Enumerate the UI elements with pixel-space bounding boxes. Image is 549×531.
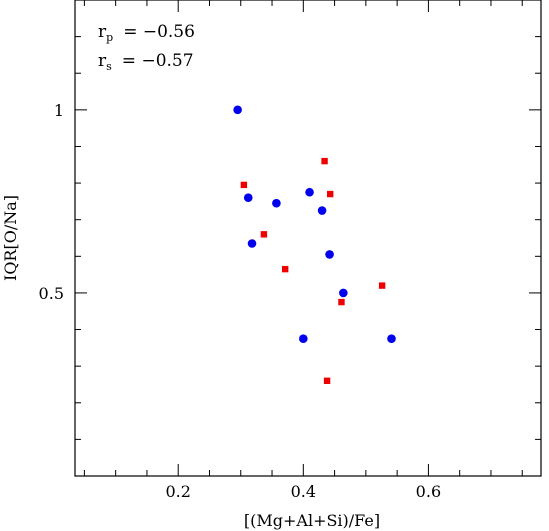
blue-circle-point	[305, 187, 314, 197]
axis-ticks: 0.2 0.4 0.6 0.5 1	[39, 0, 541, 501]
red-square-point	[281, 265, 289, 273]
x-axis-label: [(Mg+Al+Si)/Fe]	[244, 511, 380, 530]
x-tick-label: 0.6	[416, 482, 441, 501]
pearson-annotation: rp = −0.56	[98, 22, 195, 44]
blue-circle-point	[299, 334, 308, 343]
red-square-point	[321, 157, 328, 165]
plot-frame	[74, 0, 542, 477]
y-axis-label: IQR[O/Na]	[1, 195, 20, 281]
blue-circle-point	[247, 239, 257, 248]
red-square-point	[378, 282, 386, 289]
blue-circle-point	[317, 206, 327, 215]
red-square-point	[323, 377, 331, 384]
blue-circle-point	[272, 198, 281, 208]
red-square-point	[327, 190, 334, 198]
x-tick-label: 0.2	[165, 482, 190, 501]
blue-circle-point	[243, 193, 253, 203]
blue-circle-point	[325, 250, 334, 259]
blue-circle-point	[339, 288, 348, 298]
spearman-annotation: rs = −0.57	[98, 51, 194, 73]
y-tick-label: 0.5	[39, 284, 64, 303]
red-square-point	[338, 298, 345, 306]
y-tick-label: 1	[54, 101, 64, 120]
blue-circle-point	[233, 105, 242, 115]
x-tick-label: 0.4	[291, 482, 316, 501]
red-square-point	[240, 181, 248, 189]
red-square-point	[260, 231, 268, 238]
blue-circle-point	[387, 334, 396, 343]
data-points	[233, 105, 396, 384]
